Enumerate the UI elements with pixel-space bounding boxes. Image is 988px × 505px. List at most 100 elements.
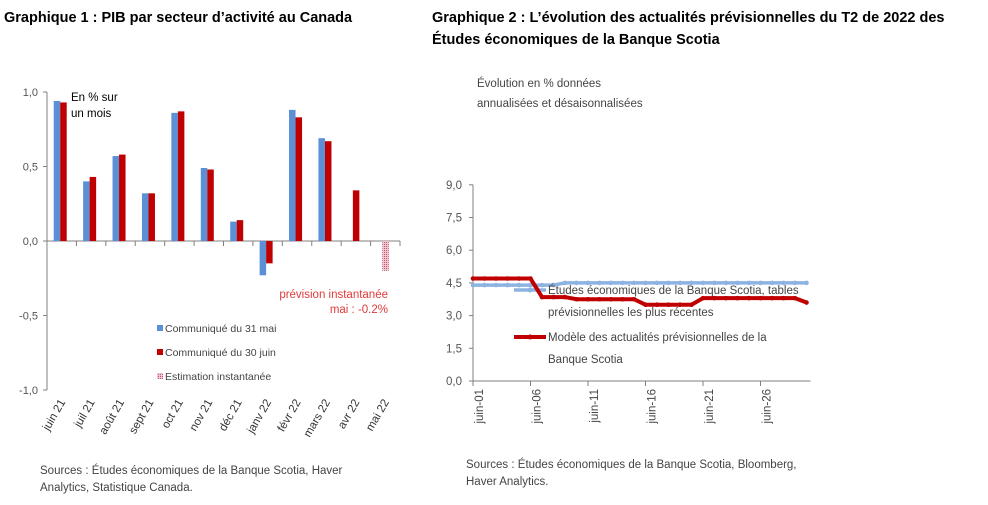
chart1-legend-swatch (157, 373, 163, 379)
chart2-data-point (804, 300, 809, 305)
chart1-x-tick-label: janv 22 (245, 398, 274, 437)
chart2-source: Sources : Études économiques de la Banqu… (466, 459, 797, 488)
chart2-data-point (643, 302, 648, 308)
chart2-data-point (493, 282, 499, 288)
chart2-data-point (551, 282, 556, 288)
chart2-data-point (654, 302, 660, 308)
chart2-y-tick-label: 7,5 (446, 213, 462, 225)
chart2-data-point (689, 302, 694, 308)
chart1-bar (352, 190, 360, 241)
chart1-bar (60, 102, 67, 242)
chart2-data-point (781, 280, 786, 286)
chart2-data-point (608, 280, 614, 286)
chart2-x-tick-label: juin-16 (647, 389, 659, 425)
chart1-bar (295, 117, 303, 241)
chart2-data-point (597, 280, 602, 286)
chart2-data-point (758, 295, 763, 301)
chart2-data-point (746, 280, 752, 286)
chart2-data-point (470, 282, 476, 288)
chart1-bar (230, 221, 237, 241)
chart2-data-point (758, 280, 763, 286)
chart2-x-tick-label: juin-21 (704, 389, 716, 425)
chart1-bar (112, 156, 120, 241)
chart2-data-point (643, 280, 648, 286)
chart2-y-tick-label: 0,0 (446, 376, 462, 388)
chart1-x-tick-label: févr 22 (276, 398, 304, 434)
chart2-data-point (631, 296, 637, 302)
chart2-data-point (620, 280, 625, 286)
chart2-x-tick-label: juin-11 (589, 389, 601, 424)
chart1-nowcast-annotation: mai : -0.2% (330, 304, 388, 316)
chart1-x-tick-label: mai 22 (364, 398, 392, 434)
chart1-y-tick-label: 0,0 (23, 236, 38, 248)
chart2-data-point (666, 280, 671, 286)
chart2-y-tick-label: 3,0 (446, 311, 462, 323)
chart2-data-point (528, 276, 533, 281)
chart1-legend-label: Communiqué du 30 juin (165, 347, 276, 359)
chart1-x-tick-label: avr 22 (336, 398, 362, 432)
chart1-legend-swatch (157, 325, 163, 331)
chart2-data-point (804, 280, 809, 286)
chart1-bar (53, 100, 61, 241)
chart1-bar (171, 112, 178, 241)
chart1-unit-annotation: un mois (71, 108, 112, 120)
chart1-source: Sources : Études économiques de la Banqu… (40, 465, 343, 494)
chart2-data-point (700, 280, 706, 286)
chart2-data-point (608, 296, 614, 302)
chart2-data-point (597, 296, 602, 302)
chart2-data-point (482, 282, 487, 288)
chart2-data-point (620, 296, 625, 302)
chart2-data-point (562, 294, 568, 300)
chart2-data-point (781, 295, 786, 301)
chart2-data-point (746, 295, 752, 301)
chart1-bar (236, 220, 244, 241)
chart2-legend-label: Banque Scotia (548, 354, 623, 366)
chart1-y-tick-label: -1,0 (19, 385, 38, 397)
chart1-bar (83, 181, 90, 241)
chart1-bar (148, 193, 155, 241)
chart1-bar (141, 193, 149, 241)
chart2-data-point (712, 295, 717, 301)
chart1-x-tick-label: oct 21 (160, 398, 186, 431)
chart1-nowcast-annotation: prévision instantanée (279, 289, 388, 301)
chart1-bar (266, 241, 273, 264)
chart2-data-point (723, 295, 729, 301)
chart2-data-point (574, 280, 579, 286)
chart2-legend-label: Modèle des actualités prévisionnelles de… (548, 332, 767, 344)
chart1-unit-annotation: En % sur (71, 92, 118, 104)
chart2-title: Graphique 2 : L’évolution des actualités… (432, 10, 945, 48)
chart1-bar (382, 241, 389, 271)
chart1-x-tick-label: mars 22 (302, 398, 333, 440)
chart1-x-tick-label: août 21 (98, 398, 128, 437)
chart2-data-point (792, 280, 798, 286)
chart2-data-point (470, 276, 476, 281)
chart2-data-point (677, 280, 683, 286)
chart2-y-tick-label: 6,0 (446, 245, 462, 257)
chart2-data-point (631, 280, 637, 286)
chart1-y-tick-label: 1,0 (23, 87, 38, 99)
chart1-bar (177, 111, 185, 242)
chart2-y-tick-label: 9,0 (446, 180, 462, 192)
chart1-x-tick-label: déc 21 (217, 398, 245, 434)
chart2-data-point (585, 280, 591, 286)
chart2-data-point (769, 280, 775, 286)
chart2-y-label: annualisées et désaisonnalisées (477, 98, 643, 110)
chart2-data-point (516, 282, 522, 288)
chart2-data-point (654, 280, 660, 286)
chart1-x-tick-label: nov 21 (188, 398, 216, 434)
chart2-data-point (539, 294, 545, 300)
chart2-data-point (666, 302, 671, 308)
chart2-data-point (700, 295, 706, 301)
chart1-bar (259, 241, 267, 276)
chart2-data-point (493, 276, 499, 281)
chart1-y-tick-label: -0,5 (19, 311, 38, 323)
chart1-title: Graphique 1 : PIB par secteur d’activité… (4, 10, 353, 26)
chart2-y-tick-label: 1,5 (446, 343, 462, 355)
chart1-x-tick-label: juil 21 (72, 398, 98, 431)
chart2-data-point (516, 276, 522, 281)
chart2-x-tick-label: juin-26 (762, 389, 774, 425)
chart2-data-point (562, 280, 568, 286)
chart2-data-point (723, 280, 729, 286)
chart2-data-point (574, 296, 579, 302)
